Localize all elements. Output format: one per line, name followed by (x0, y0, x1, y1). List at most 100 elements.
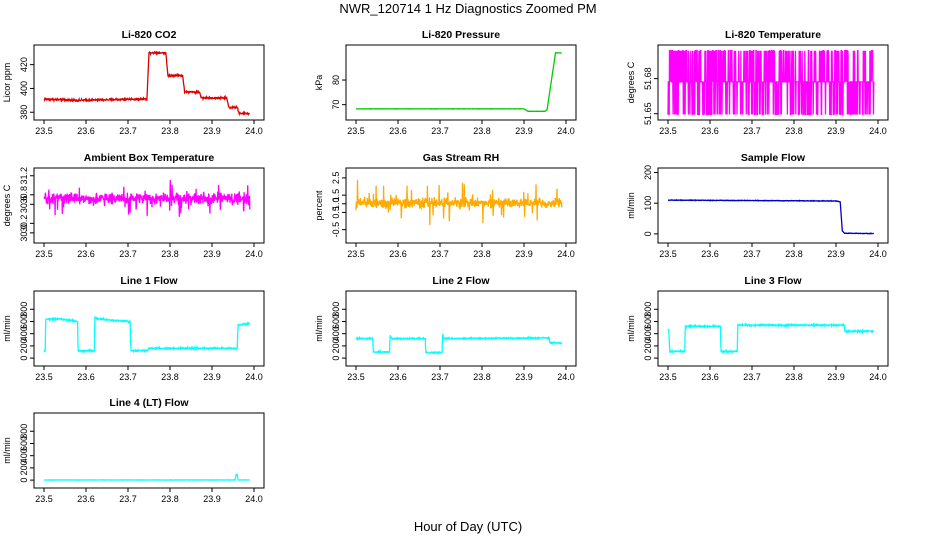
x-axis-label: Hour of Day (UTC) (414, 519, 522, 534)
x-tick-label: 23.7 (119, 249, 137, 259)
series-line-1 (43, 50, 251, 117)
x-tick-label: 23.5 (347, 372, 365, 382)
series-line-1 (43, 315, 251, 354)
panel-1: Li-820 CO2 Licor ppm 23.5 23.6 23.7 23.8 23.9 2… (2, 29, 265, 136)
x-tick-label: 24.0 (245, 372, 263, 382)
x-tick-label: 23.7 (431, 126, 449, 136)
series-line-1 (668, 198, 875, 235)
x-tick-label: 23.6 (701, 126, 719, 136)
y-tick-label: 1.5 (331, 189, 341, 202)
x-tick-label: 23.6 (389, 126, 407, 136)
panel-2: Li-820 Pressure kPa 23.5 23.6 23.7 23.8 23.9 24… (314, 29, 577, 136)
y-tick-label: 100 (643, 196, 653, 211)
x-tick-label: 24.0 (869, 126, 887, 136)
panel-title: Li-820 Pressure (422, 29, 500, 41)
y-tick-label: 400 (643, 326, 653, 341)
x-tick-label: 23.7 (743, 372, 761, 382)
panel-title: Gas Stream RH (423, 152, 499, 164)
series-line-1 (667, 50, 875, 116)
panel-title: Ambient Box Temperature (84, 152, 215, 164)
figure-title: NWR_120714 1 Hz Diagnostics Zoomed PM (339, 1, 596, 16)
x-tick-label: 23.6 (77, 249, 95, 259)
panel-title: Line 4 (LT) Flow (109, 397, 189, 409)
y-tick-label: 200 (331, 338, 341, 353)
y-axis-label: degrees C (626, 61, 636, 103)
panel-title: Li-820 CO2 (122, 29, 177, 41)
y-tick-label: 600 (331, 314, 341, 329)
x-tick-label: 23.9 (827, 372, 845, 382)
y-axis-label: kPa (314, 75, 324, 91)
y-tick-label: 800 (643, 302, 653, 317)
plot-frame (657, 44, 889, 121)
x-tick-label: 24.0 (557, 249, 575, 259)
panel-title: Li-820 Temperature (725, 29, 821, 41)
series-group (355, 179, 563, 226)
y-tick-label: 400 (331, 326, 341, 341)
x-tick-label: 23.5 (347, 249, 365, 259)
series-group (43, 50, 251, 117)
series-line-1 (355, 179, 563, 226)
series-group (355, 334, 563, 355)
y-tick-label: 600 (19, 436, 29, 451)
x-tick-label: 23.9 (515, 372, 533, 382)
x-tick-label: 23.9 (827, 126, 845, 136)
x-tick-label: 23.7 (431, 372, 449, 382)
y-tick-label: 400 (19, 448, 29, 463)
y-axis-label: ml/min (2, 437, 12, 464)
panel-5: Gas Stream RH percent 23.5 23.6 23.7 23.8 23.9… (314, 152, 577, 259)
x-tick-label: 23.6 (389, 249, 407, 259)
y-axis-label: Licor ppm (2, 63, 12, 103)
y-tick-label: 800 (19, 302, 29, 317)
x-tick-label: 23.7 (119, 494, 137, 504)
y-tick-label: 30.6 (19, 196, 29, 214)
series-group (667, 50, 875, 116)
y-tick-label: 200 (19, 338, 29, 353)
panel-7: Line 1 Flow ml/min 23.5 23.6 23.7 23.8 23.9 24.… (2, 275, 265, 382)
plot-frame (657, 167, 889, 244)
y-tick-label: 31.2 (19, 167, 29, 185)
panel-title: Line 3 Flow (744, 275, 802, 287)
y-tick-label: 30.8 (19, 186, 29, 204)
y-tick-label: 30.2 (19, 215, 29, 233)
x-tick-label: 23.9 (203, 372, 221, 382)
x-tick-label: 23.7 (743, 126, 761, 136)
y-tick-label: 200 (643, 165, 653, 180)
y-tick-label: 0 (643, 356, 653, 361)
x-tick-label: 24.0 (869, 372, 887, 382)
x-tick-label: 24.0 (557, 372, 575, 382)
x-tick-label: 23.9 (515, 126, 533, 136)
x-tick-label: 23.5 (35, 126, 53, 136)
plot-frame (33, 44, 265, 121)
y-axis-label: degrees C (2, 184, 12, 226)
series-line-1 (355, 51, 563, 113)
panel-4: Ambient Box Temperature degrees C 23.5 23.6… (2, 152, 265, 259)
x-tick-label: 24.0 (245, 249, 263, 259)
panel-title: Line 1 Flow (120, 275, 178, 287)
y-tick-label: -0.5 (331, 222, 341, 238)
y-tick-label: 0 (643, 231, 653, 236)
panel-grid: Li-820 CO2 Licor ppm 23.5 23.6 23.7 23.8 23.9 2… (2, 29, 889, 504)
series-line-1 (44, 473, 250, 481)
x-tick-label: 23.9 (203, 126, 221, 136)
y-tick-label: 51.68 (643, 67, 653, 90)
plot-frame (33, 412, 265, 489)
plot-frame (345, 290, 577, 367)
x-tick-label: 23.9 (827, 249, 845, 259)
y-tick-label: 0 (19, 478, 29, 483)
y-tick-label: 200 (643, 338, 653, 353)
x-tick-label: 23.9 (515, 249, 533, 259)
y-tick-label: 0.5 (331, 206, 341, 219)
x-tick-label: 23.8 (785, 372, 803, 382)
x-tick-label: 23.7 (119, 372, 137, 382)
x-tick-label: 23.8 (161, 126, 179, 136)
y-tick-label: 0 (331, 356, 341, 361)
x-tick-label: 23.8 (473, 372, 491, 382)
x-tick-label: 23.8 (473, 126, 491, 136)
y-tick-label: 600 (19, 314, 29, 329)
y-tick-label: 30.0 (19, 224, 29, 242)
x-tick-label: 23.6 (77, 372, 95, 382)
x-tick-label: 23.5 (347, 126, 365, 136)
panel-9: Line 3 Flow ml/min 23.5 23.6 23.7 23.8 23.9 24.… (626, 275, 889, 382)
x-tick-label: 23.5 (659, 249, 677, 259)
